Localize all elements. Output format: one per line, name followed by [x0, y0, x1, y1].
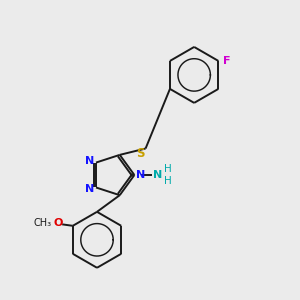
Text: CH₃: CH₃	[33, 218, 52, 228]
Text: S: S	[136, 147, 145, 160]
Text: F: F	[223, 56, 230, 66]
Text: H: H	[164, 164, 172, 174]
Text: N: N	[85, 184, 94, 194]
Text: N: N	[85, 156, 94, 167]
Text: H: H	[164, 176, 172, 186]
Text: N: N	[153, 170, 163, 180]
Text: O: O	[53, 218, 63, 228]
Text: N: N	[136, 170, 146, 180]
